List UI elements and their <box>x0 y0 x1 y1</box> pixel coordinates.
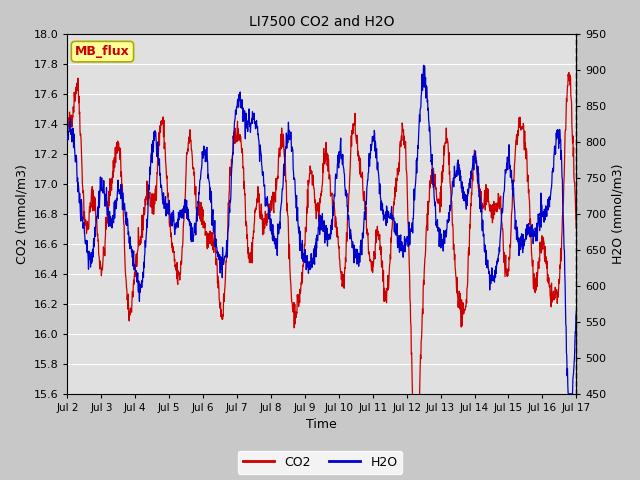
X-axis label: Time: Time <box>307 419 337 432</box>
H2O <box>63 132 71 138</box>
H2O <box>299 251 307 256</box>
Line: CO2: CO2 <box>67 72 576 401</box>
H2O <box>564 391 572 396</box>
CO2 <box>565 70 573 75</box>
Text: MB_flux: MB_flux <box>75 45 130 58</box>
CO2 <box>353 132 361 138</box>
H2O <box>290 177 298 182</box>
CO2 <box>63 131 71 136</box>
H2O <box>124 216 131 222</box>
CO2 <box>290 300 298 305</box>
CO2 <box>280 132 287 137</box>
CO2 <box>124 293 131 299</box>
H2O <box>280 174 287 180</box>
Legend: CO2, H2O: CO2, H2O <box>237 451 403 474</box>
CO2 <box>409 398 417 404</box>
Y-axis label: H2O (mmol/m3): H2O (mmol/m3) <box>612 164 625 264</box>
CO2 <box>299 262 307 268</box>
H2O <box>103 204 111 209</box>
H2O <box>572 309 580 314</box>
CO2 <box>572 226 580 231</box>
CO2 <box>103 217 111 223</box>
Line: H2O: H2O <box>67 65 576 394</box>
H2O <box>353 261 361 267</box>
Y-axis label: CO2 (mmol/m3): CO2 (mmol/m3) <box>15 164 28 264</box>
Title: LI7500 CO2 and H2O: LI7500 CO2 and H2O <box>249 15 395 29</box>
H2O <box>420 62 428 68</box>
